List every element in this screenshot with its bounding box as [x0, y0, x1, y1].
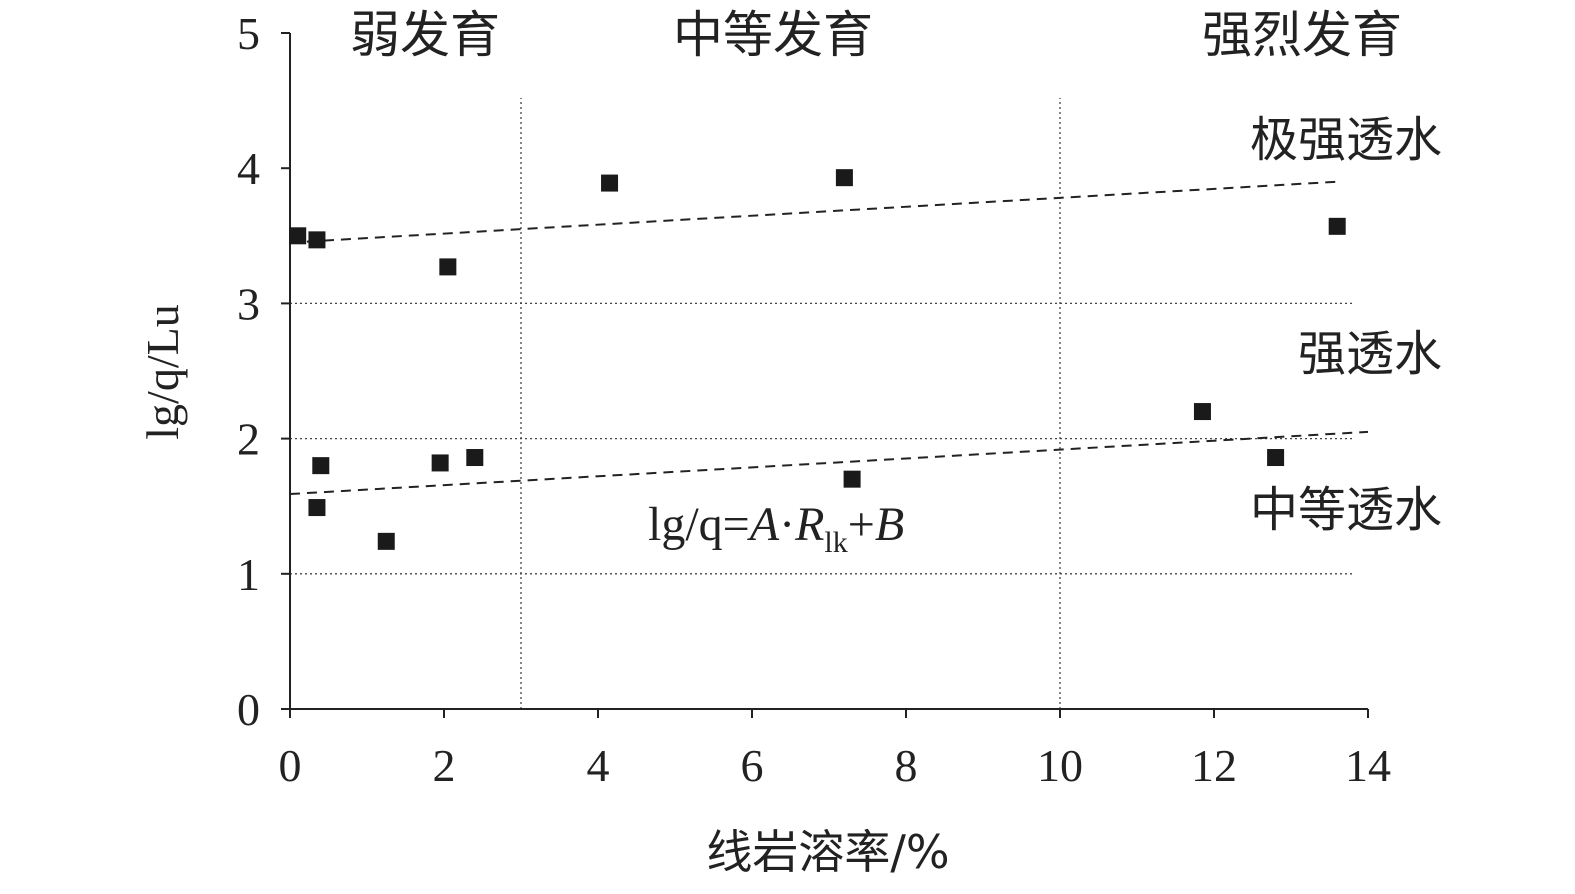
y-axis-ticks: 0 1 2 3 4 5 [237, 8, 290, 735]
y-tick-label: 0 [237, 684, 260, 735]
data-point [835, 169, 853, 187]
trend-line [289, 430, 1369, 496]
data-point [312, 457, 330, 475]
x-axis-title: 线岩溶率/% [706, 825, 949, 879]
y-tick-label: 4 [237, 143, 260, 194]
zone-label-weak: 弱发育 [350, 6, 500, 64]
regression-equation: lg/q=A·Rlk+B [648, 498, 904, 559]
zone-label-moderate: 中等发育 [673, 6, 873, 64]
equation-coef-b: B [875, 498, 904, 551]
data-point [377, 532, 395, 550]
perm-label-strong: 强透水 [1298, 326, 1442, 382]
y-tick-label: 5 [237, 8, 260, 59]
x-tick-label: 2 [433, 740, 456, 791]
equation-prefix: lg/q= [648, 498, 750, 551]
perm-label-moderate: 中等透水 [1250, 482, 1442, 538]
equation-subscript: lk [824, 526, 847, 559]
data-point [1193, 403, 1211, 421]
x-tick-label: 4 [587, 740, 610, 791]
x-tick-label: 14 [1345, 740, 1391, 791]
axes [289, 33, 1368, 710]
x-tick-label: 10 [1037, 740, 1083, 791]
x-tick-label: 0 [279, 740, 302, 791]
perm-label-very-strong: 极强透水 [1250, 112, 1442, 168]
equation-var-r: R [794, 498, 824, 551]
equation-coef-a: A [747, 498, 780, 551]
y-axis-title: lg/q/Lu [137, 304, 188, 439]
y-tick-label: 3 [237, 278, 260, 329]
x-tick-label: 12 [1191, 740, 1237, 791]
x-axis-ticks: 0 2 4 6 8 10 12 14 [279, 709, 1391, 791]
equation-dot: · [779, 498, 795, 551]
x-tick-label: 8 [895, 740, 918, 791]
data-point [601, 174, 619, 192]
x-tick-label: 6 [741, 740, 764, 791]
zone-label-strong: 强烈发育 [1202, 6, 1402, 64]
data-point [308, 231, 326, 249]
data-point [843, 470, 861, 488]
reference-lines [290, 97, 1353, 709]
data-points [289, 169, 1346, 550]
data-point [439, 258, 457, 276]
trend-line [289, 180, 1338, 244]
equation-plus: + [848, 498, 875, 551]
data-point [308, 499, 326, 517]
y-tick-label: 1 [237, 549, 260, 600]
data-point [431, 454, 449, 472]
data-point [289, 227, 307, 245]
data-point [1328, 217, 1346, 235]
trend-lines [289, 180, 1369, 496]
data-point [466, 449, 484, 467]
data-point [1267, 449, 1285, 467]
y-tick-label: 2 [237, 414, 260, 465]
